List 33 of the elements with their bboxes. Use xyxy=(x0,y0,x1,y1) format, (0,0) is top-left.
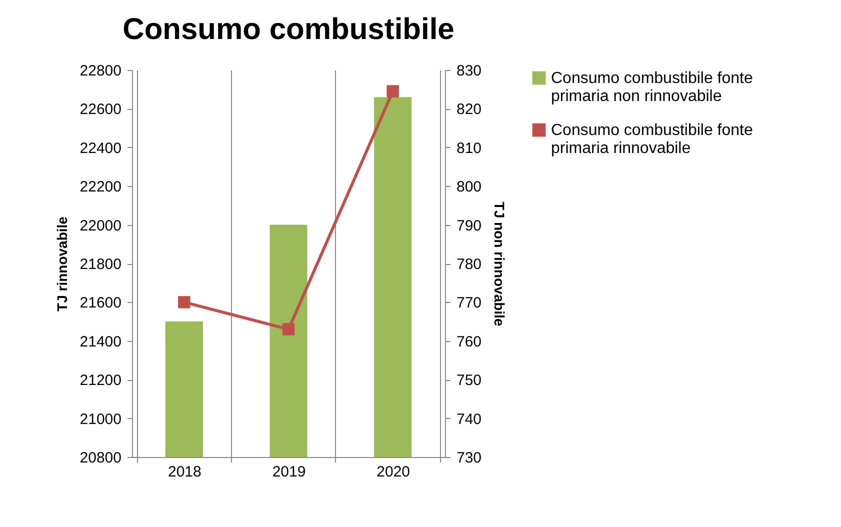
y-tick-label: 22000 xyxy=(80,217,122,234)
y2-tick-label: 820 xyxy=(456,101,482,118)
y-tick-label: 20800 xyxy=(80,450,122,466)
y2-tick-label: 830 xyxy=(456,62,482,80)
x-tick-label: 2018 xyxy=(168,464,202,480)
y2-tick-label: 770 xyxy=(456,294,482,312)
y-axis-title: TJ rinnovabile xyxy=(54,216,70,312)
y-tick-label: 21600 xyxy=(80,294,122,312)
legend-label: Consumo combustibile fonte primaria rinnovabile xyxy=(551,122,753,157)
y2-tick-label: 800 xyxy=(456,178,482,196)
y2-tick-label: 760 xyxy=(456,333,482,350)
y-tick-label: 22400 xyxy=(80,140,122,157)
y-tick-label: 22200 xyxy=(80,178,122,196)
y-tick-label: 21800 xyxy=(80,256,122,273)
y-tick-label: 21400 xyxy=(80,333,122,350)
legend-label: Consumo combustibile fonte primaria non rinnovabile xyxy=(551,70,753,105)
y2-tick-label: 780 xyxy=(456,256,482,273)
point xyxy=(282,323,295,336)
point xyxy=(386,85,399,98)
y2-axis-title: TJ non rinnovabile xyxy=(492,202,508,326)
y2-tick-label: 790 xyxy=(456,217,482,234)
x-tick-label: 2019 xyxy=(272,464,306,480)
y2-tick-label: 740 xyxy=(456,410,482,428)
x-tick-label: 2020 xyxy=(376,464,410,480)
point xyxy=(178,296,190,308)
chart-title: Consumo combustibile xyxy=(122,13,454,46)
y-tick-label: 21200 xyxy=(80,372,122,390)
y-tick-label: 21000 xyxy=(80,410,122,428)
y-tick-label: 22600 xyxy=(80,101,122,118)
y2-tick-label: 730 xyxy=(456,450,482,466)
y-tick-label: 22800 xyxy=(80,62,122,80)
y2-tick-label: 750 xyxy=(456,372,482,390)
y2-tick-label: 810 xyxy=(456,140,482,157)
